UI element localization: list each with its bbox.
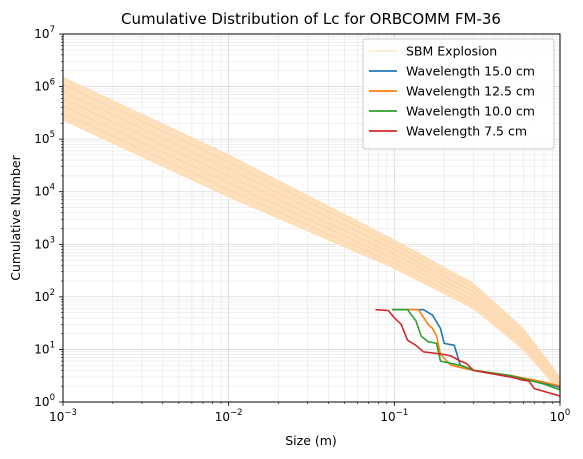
y-tick-label: 107 (34, 25, 55, 41)
series-line-3 (392, 308, 560, 391)
sbm-explosion-line (63, 84, 560, 380)
y-tick-label: 105 (34, 130, 55, 146)
y-tick-label: 102 (34, 288, 55, 304)
legend-label-1: Wavelength 15.0 cm (406, 64, 535, 79)
sbm-explosion-band (63, 76, 560, 393)
legend-label-3: Wavelength 10.0 cm (406, 104, 535, 119)
x-tick-label: 10−1 (380, 408, 408, 424)
y-tick-label: 104 (34, 183, 55, 199)
x-axis-label: Size (m) (285, 433, 337, 448)
x-tick-label: 10−2 (215, 408, 243, 424)
legend-label-4: Wavelength 7.5 cm (406, 124, 527, 139)
series-group (375, 308, 560, 397)
y-tick-label: 101 (34, 340, 55, 356)
y-tick-label: 100 (34, 393, 55, 409)
plot-area (63, 76, 560, 397)
sbm-explosion-line (63, 105, 560, 387)
x-tick-label: 10−3 (49, 408, 77, 424)
sbm-explosion-line (63, 98, 560, 385)
series-line-4 (375, 308, 560, 397)
y-tick-label: 106 (34, 78, 55, 94)
tick-marks (59, 33, 561, 406)
sbm-explosion-line (63, 112, 560, 390)
sbm-explosion-area (63, 76, 560, 393)
x-tick-label: 100 (550, 408, 571, 424)
legend-label-0: SBM Explosion (406, 44, 497, 59)
tick-labels: 10−3 10−2 10−1 100 100 101 102 103 104 105 106 107 (34, 25, 570, 424)
legend-label-2: Wavelength 12.5 cm (406, 84, 535, 99)
chart-title: Cumulative Distribution of Lc for ORBCOM… (121, 10, 501, 28)
y-axis-label: Cumulative Number (8, 154, 23, 280)
axes-frame (62, 33, 561, 403)
sbm-explosion-line (63, 91, 560, 382)
y-tick-label: 103 (34, 235, 55, 251)
legend: SBM Explosion Wavelength 15.0 cm Wavelengt… (362, 38, 555, 150)
legend-box (362, 38, 555, 150)
